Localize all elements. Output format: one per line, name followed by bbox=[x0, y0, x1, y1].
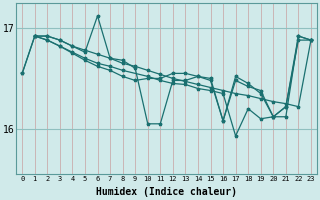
X-axis label: Humidex (Indice chaleur): Humidex (Indice chaleur) bbox=[96, 187, 237, 197]
